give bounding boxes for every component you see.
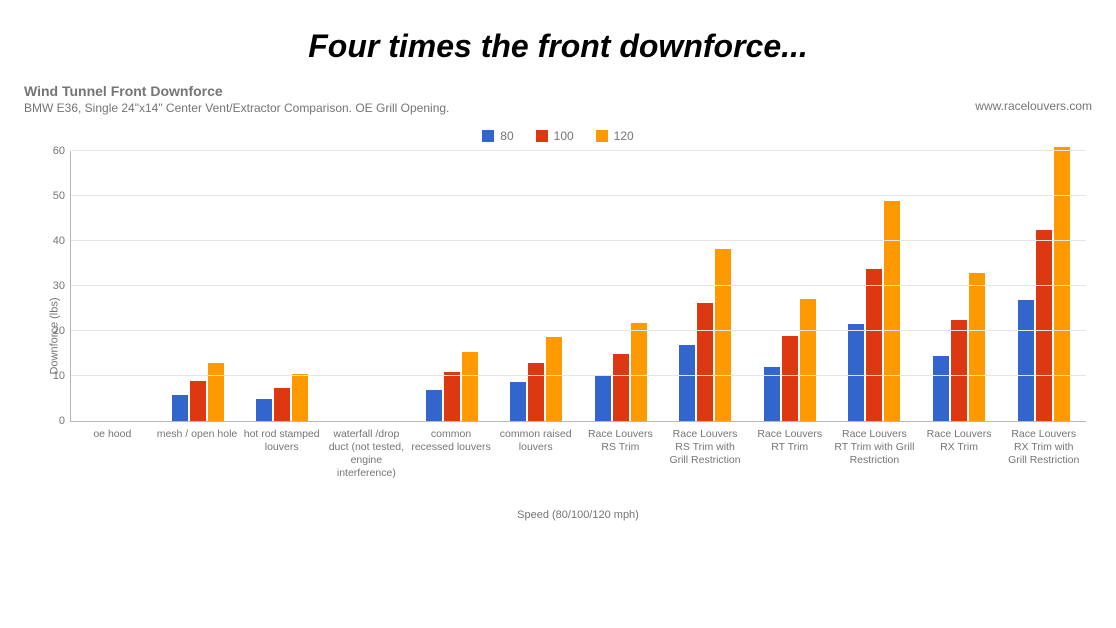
category-label: Race Louvers RS Trim xyxy=(578,428,663,481)
bar xyxy=(715,249,731,421)
bar xyxy=(172,395,188,421)
bar xyxy=(292,374,308,421)
bar xyxy=(933,356,949,421)
bar xyxy=(528,363,544,422)
category-label: Race Louvers RX Trim with Grill Restrict… xyxy=(1001,428,1086,481)
y-tick-label: 40 xyxy=(43,235,65,247)
bar-group xyxy=(409,151,494,421)
chart-meta: Wind Tunnel Front Downforce BMW E36, Sin… xyxy=(24,83,1092,115)
legend-label: 100 xyxy=(554,129,574,143)
plot: 0102030405060 xyxy=(70,151,1086,422)
grid-line xyxy=(71,240,1086,241)
bar xyxy=(1018,300,1034,422)
legend-item: 120 xyxy=(596,129,634,143)
legend-swatch xyxy=(482,130,494,142)
bar xyxy=(1036,230,1052,421)
legend-label: 80 xyxy=(500,129,513,143)
bar xyxy=(969,273,985,421)
bar xyxy=(208,363,224,422)
y-tick-label: 30 xyxy=(43,280,65,292)
bar xyxy=(631,323,647,421)
bar xyxy=(613,354,629,422)
headline: Four times the front downforce... xyxy=(0,28,1116,65)
legend-swatch xyxy=(536,130,548,142)
category-label: Race Louvers RT Trim with Grill Restrict… xyxy=(832,428,917,481)
y-tick-label: 0 xyxy=(43,415,65,427)
bar xyxy=(462,352,478,421)
legend-item: 80 xyxy=(482,129,513,143)
bar xyxy=(510,382,526,421)
category-label: Race Louvers RX Trim xyxy=(917,428,1002,481)
category-label: hot rod stamped louvers xyxy=(239,428,324,481)
bar xyxy=(866,269,882,421)
bar xyxy=(951,320,967,421)
bar xyxy=(1054,147,1070,422)
category-label: Race Louvers RT Trim xyxy=(747,428,832,481)
bar xyxy=(190,381,206,422)
grid-line xyxy=(71,375,1086,376)
bar xyxy=(426,390,442,422)
grid-line xyxy=(71,195,1086,196)
bar-group xyxy=(494,151,579,421)
bar-group xyxy=(578,151,663,421)
bar-group xyxy=(832,151,917,421)
bar xyxy=(697,303,713,421)
legend-label: 120 xyxy=(614,129,634,143)
bar xyxy=(782,336,798,421)
bar xyxy=(800,299,816,421)
grid-line xyxy=(71,150,1086,151)
category-label: common raised louvers xyxy=(493,428,578,481)
bar xyxy=(256,399,272,421)
bar-group xyxy=(663,151,748,421)
bar-groups xyxy=(71,151,1086,421)
bar-group xyxy=(1001,151,1086,421)
bar xyxy=(274,388,290,421)
category-label: mesh / open hole xyxy=(155,428,240,481)
chart-area: Downforce (lbs) 0102030405060 oe hoodmes… xyxy=(70,151,1086,521)
y-tick-label: 50 xyxy=(43,190,65,202)
bar-group xyxy=(917,151,1002,421)
bar-group xyxy=(325,151,410,421)
grid-line xyxy=(71,285,1086,286)
legend-item: 100 xyxy=(536,129,574,143)
y-tick-label: 10 xyxy=(43,370,65,382)
x-axis-label: Speed (80/100/120 mph) xyxy=(70,509,1086,521)
watermark-link: www.racelouvers.com xyxy=(975,99,1092,113)
bar-group xyxy=(240,151,325,421)
chart-title: Wind Tunnel Front Downforce xyxy=(24,83,1092,99)
chart-subtitle: BMW E36, Single 24"x14" Center Vent/Extr… xyxy=(24,101,1092,115)
category-label: waterfall /drop duct (not tested, engine… xyxy=(324,428,409,481)
bar-group xyxy=(156,151,241,421)
legend: 80 100 120 xyxy=(0,129,1116,143)
y-tick-label: 20 xyxy=(43,325,65,337)
category-label: Race Louvers RS Trim with Grill Restrict… xyxy=(663,428,748,481)
bar xyxy=(595,376,611,421)
bar-group xyxy=(748,151,833,421)
grid-line xyxy=(71,330,1086,331)
y-tick-label: 60 xyxy=(43,145,65,157)
category-label: oe hood xyxy=(70,428,155,481)
bar xyxy=(546,337,562,421)
legend-swatch xyxy=(596,130,608,142)
bar-group xyxy=(71,151,156,421)
category-label: common recessed louvers xyxy=(409,428,494,481)
bar xyxy=(679,345,695,421)
bar xyxy=(444,372,460,421)
bar xyxy=(884,201,900,421)
category-labels: oe hoodmesh / open holehot rod stamped l… xyxy=(70,428,1086,481)
bar xyxy=(848,324,864,421)
